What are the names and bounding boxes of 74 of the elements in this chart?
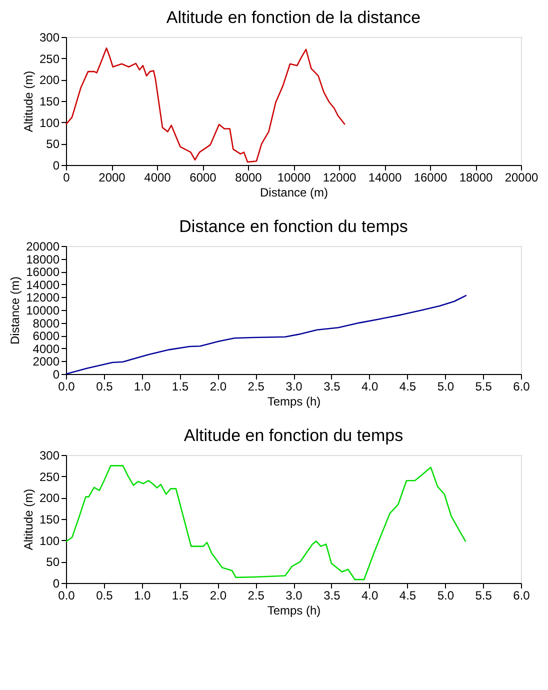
chart-title: Altitude en fonction du temps <box>184 426 404 445</box>
x-tick-label: 1.5 <box>172 380 189 394</box>
x-tick-label: 3.0 <box>286 380 303 394</box>
y-tick-label: 250 <box>39 52 60 66</box>
line-series <box>65 465 466 580</box>
x-tick-label: 4000 <box>144 170 172 184</box>
y-tick-label: 0 <box>52 368 60 382</box>
x-axis-title: Temps (h) <box>267 394 321 408</box>
y-tick-label: 6000 <box>32 329 60 344</box>
x-tick-label: 10000 <box>277 170 312 184</box>
x-tick-label: 2000 <box>98 170 126 184</box>
x-tick-label: 8000 <box>235 170 262 184</box>
x-tick-label: 4.0 <box>361 588 378 602</box>
x-tick-label: 5.0 <box>437 380 454 394</box>
x-tick-label: 6.0 <box>513 380 530 394</box>
y-tick-label: 0 <box>52 158 60 172</box>
y-tick-label: 50 <box>46 555 60 570</box>
y-tick-label: 16000 <box>26 265 60 280</box>
line-series <box>65 294 468 375</box>
y-axis-title: Distance (m) <box>8 276 22 345</box>
chart-title: Altitude en fonction de la distance <box>166 8 421 27</box>
y-tick-label: 4000 <box>32 342 60 356</box>
y-tick-label: 8000 <box>32 316 60 330</box>
x-tick-label: 20000 <box>504 170 539 184</box>
x-tick-label: 4.5 <box>399 588 416 602</box>
y-tick-label: 100 <box>39 534 60 548</box>
y-tick-label: 10000 <box>26 304 60 318</box>
x-tick-label: 6.0 <box>513 588 530 602</box>
x-tick-label: 1.5 <box>172 588 189 602</box>
x-tick-label: 5.5 <box>475 588 492 602</box>
x-tick-label: 3.0 <box>286 588 303 602</box>
x-tick-label: 3.5 <box>324 380 341 394</box>
y-tick-label: 250 <box>39 470 60 484</box>
x-tick-label: 18000 <box>459 170 494 184</box>
x-tick-label: 3.5 <box>324 588 341 602</box>
y-tick-label: 150 <box>39 512 60 526</box>
y-tick-label: 18000 <box>26 252 60 266</box>
x-axis-title: Temps (h) <box>267 604 321 618</box>
x-tick-label: 16000 <box>414 170 448 184</box>
x-tick-label: 12000 <box>322 170 357 184</box>
x-tick-label: 0.5 <box>96 380 114 394</box>
x-tick-label: 2.5 <box>248 380 265 394</box>
x-tick-label: 0.0 <box>58 380 76 394</box>
chart-title: Distance en fonction du temps <box>179 217 408 236</box>
y-tick-label: 12000 <box>26 290 60 305</box>
x-tick-label: 1.0 <box>134 588 151 602</box>
x-tick-label: 5.0 <box>437 588 454 602</box>
y-tick-label: 150 <box>39 94 60 108</box>
y-tick-label: 50 <box>46 137 60 152</box>
line-series <box>65 47 346 163</box>
x-tick-label: 0 <box>63 170 70 184</box>
x-tick-label: 2.5 <box>248 588 265 602</box>
x-axis-title: Distance (m) <box>260 186 328 200</box>
x-tick-label: 0.0 <box>58 588 76 602</box>
x-tick-label: 4.0 <box>361 380 378 394</box>
x-tick-label: 6000 <box>190 170 217 184</box>
x-tick-label: 1.0 <box>134 380 151 394</box>
y-tick-label: 200 <box>39 73 60 88</box>
y-tick-label: 300 <box>39 30 60 44</box>
x-tick-label: 4.5 <box>399 380 416 394</box>
y-axis-title: Altitude (m) <box>21 70 36 132</box>
x-tick-label: 2.0 <box>210 588 227 602</box>
y-axis-title: Altitude (m) <box>21 488 36 550</box>
y-tick-label: 200 <box>39 491 60 506</box>
y-tick-label: 100 <box>39 116 60 130</box>
x-tick-label: 14000 <box>368 170 402 184</box>
x-tick-label: 5.5 <box>475 380 492 394</box>
y-tick-label: 300 <box>39 448 60 462</box>
y-tick-label: 0 <box>52 576 60 590</box>
x-tick-label: 0.5 <box>96 588 114 602</box>
y-tick-label: 14000 <box>26 278 60 292</box>
x-tick-label: 2.0 <box>210 380 227 394</box>
y-tick-label: 20000 <box>26 240 60 254</box>
y-tick-label: 2000 <box>32 354 60 369</box>
